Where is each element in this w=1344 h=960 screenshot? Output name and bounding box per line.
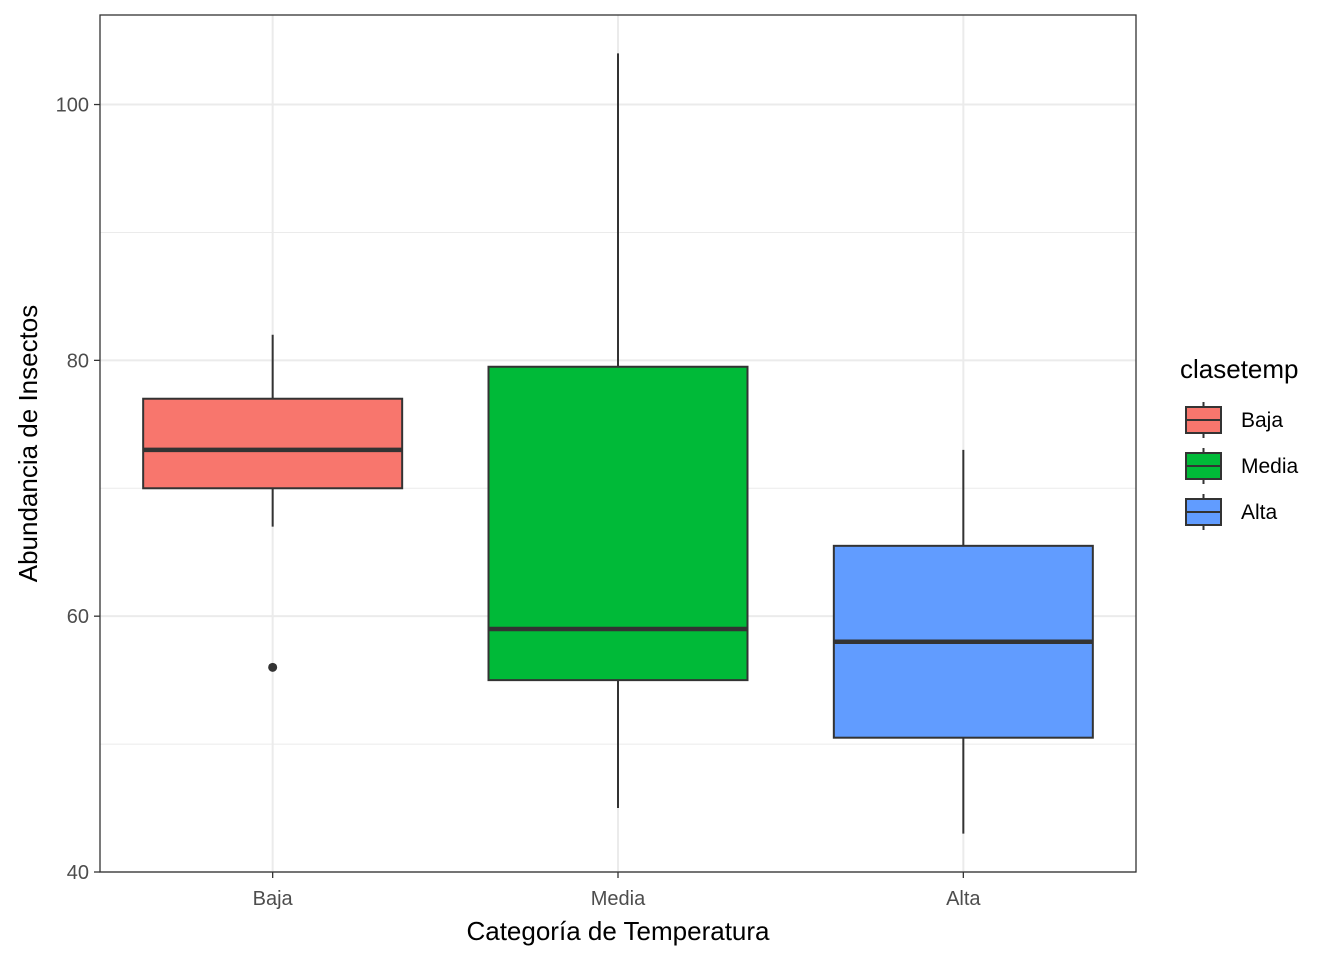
legend-title: clasetemp	[1180, 354, 1299, 384]
y-tick-label: 100	[56, 95, 89, 117]
box-iqr	[487, 365, 749, 682]
legend-label: Baja	[1241, 409, 1283, 432]
x-tick-label: Alta	[946, 888, 981, 910]
y-tick-label: 80	[67, 350, 89, 372]
box-iqr	[142, 397, 404, 490]
x-axis-title: Categoría de Temperatura	[466, 916, 770, 946]
outlier-point	[268, 662, 278, 672]
boxes-layer	[142, 53, 1094, 834]
box-media	[487, 53, 749, 809]
x-axis: Baja Media Alta	[253, 872, 981, 910]
y-tick-label: 60	[67, 606, 89, 628]
box-baja	[142, 334, 404, 672]
legend-item-alta: Alta	[1185, 494, 1278, 530]
box-alta	[832, 449, 1094, 834]
y-axis: 40 60 80 100	[56, 95, 100, 884]
legend-label: Media	[1241, 455, 1299, 478]
legend-label: Alta	[1241, 501, 1278, 524]
legend-item-media: Media	[1185, 448, 1299, 484]
legend: clasetemp Baja Media Alta	[1180, 354, 1299, 530]
x-tick-label: Media	[591, 888, 646, 910]
x-tick-label: Baja	[253, 888, 294, 910]
y-axis-title: Abundancia de Insectos	[13, 305, 43, 583]
y-tick-label: 40	[67, 862, 89, 884]
legend-item-baja: Baja	[1185, 402, 1283, 438]
